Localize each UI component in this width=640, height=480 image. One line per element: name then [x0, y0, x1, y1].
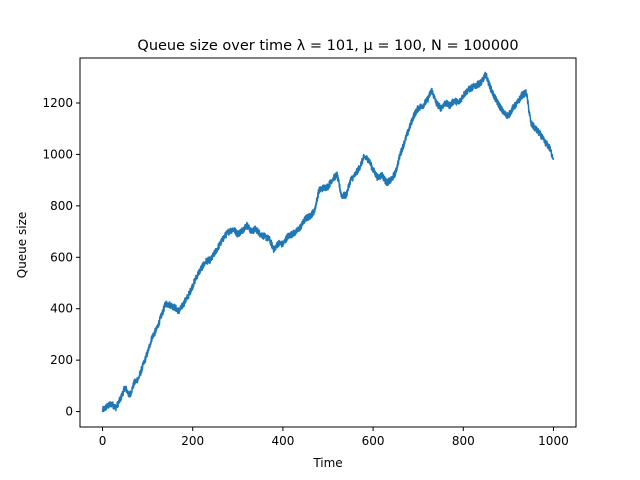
y-axis-label: Queue size — [15, 212, 29, 279]
y-tick-label: 600 — [50, 250, 73, 264]
x-tick-label: 600 — [362, 434, 385, 448]
y-tick-label: 0 — [65, 405, 73, 419]
x-tick-label: 200 — [181, 434, 204, 448]
y-tick-label: 200 — [50, 353, 73, 367]
series-line — [101, 71, 555, 413]
axes-frame — [79, 57, 577, 428]
y-tick-label: 800 — [50, 199, 73, 213]
plot-area: 0 200 400 600 800 1000 0 200 400 600 800 1000 1200 — [42, 57, 577, 448]
x-tick-label: 400 — [271, 434, 294, 448]
x-tick-label: 800 — [452, 434, 475, 448]
x-tick-label: 1000 — [538, 434, 569, 448]
x-axis-label: Time — [312, 456, 342, 470]
y-tick-label: 400 — [50, 302, 73, 316]
x-tick-label: 0 — [99, 434, 107, 448]
y-tick-label: 1000 — [42, 147, 73, 161]
y-tick-label: 1200 — [42, 96, 73, 110]
chart-title: Queue size over time λ = 101, μ = 100, N… — [137, 38, 518, 54]
